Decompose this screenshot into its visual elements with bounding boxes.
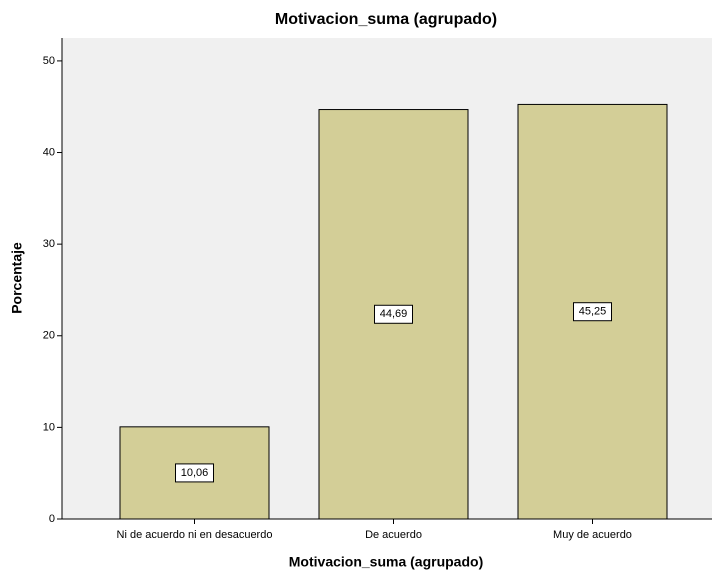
x-tick-label: Ni de acuerdo ni en desacuerdo xyxy=(117,529,273,541)
y-tick-label: 0 xyxy=(49,513,55,525)
y-tick-label: 30 xyxy=(43,238,55,250)
value-label-box xyxy=(175,463,214,483)
value-label: 45,25 xyxy=(579,306,607,318)
y-axis-title: Porcentaje xyxy=(9,242,25,314)
value-label: 44,69 xyxy=(380,308,408,320)
value-label-box xyxy=(374,304,413,324)
x-tick-label: Muy de acuerdo xyxy=(553,529,632,541)
value-label-box xyxy=(573,302,612,322)
y-tick-label: 20 xyxy=(43,330,55,342)
x-axis-title: Motivacion_suma (agrupado) xyxy=(289,554,483,570)
y-tick-label: 10 xyxy=(43,421,55,433)
value-label: 10,06 xyxy=(181,467,209,479)
y-tick-label: 50 xyxy=(43,55,55,67)
x-tick-label: De acuerdo xyxy=(365,529,422,541)
chart-title: Motivacion_suma (agrupado) xyxy=(275,11,497,28)
y-tick-label: 40 xyxy=(43,146,55,158)
